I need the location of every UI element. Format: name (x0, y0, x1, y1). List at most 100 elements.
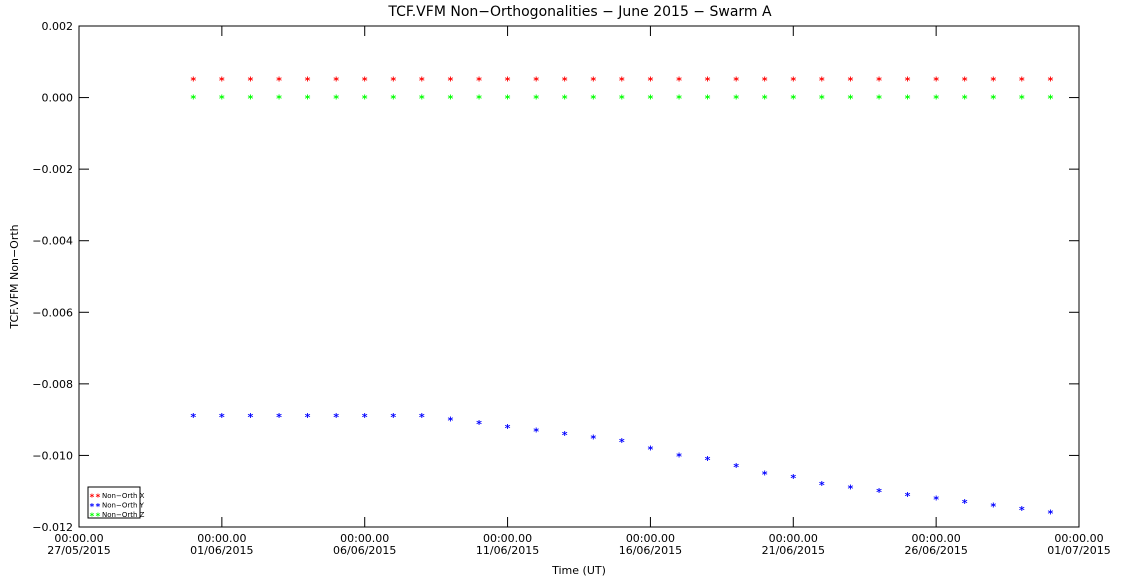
series-3-point: * (419, 93, 426, 106)
legend-marker: * (95, 493, 100, 503)
x-axis: 00:00.0027/05/201500:00.0001/06/201500:0… (47, 26, 1111, 557)
series-3-point: * (504, 93, 511, 106)
x-tick-time-label: 00:00.00 (912, 532, 961, 545)
series-3-point: * (647, 93, 654, 106)
legend-marker: * (89, 493, 94, 503)
series-1-point: * (1047, 75, 1054, 88)
series-1-point: * (390, 75, 397, 88)
series-3-point: * (876, 93, 883, 106)
series-1-point: * (276, 75, 283, 88)
series-1-point: * (590, 75, 597, 88)
series-3-point: * (904, 93, 911, 106)
series-2-point: * (276, 411, 283, 424)
series-3-point: * (533, 93, 540, 106)
chart-title: TCF.VFM Non−Orthogonalities − June 2015 … (387, 4, 772, 20)
series-1-point: * (219, 75, 226, 88)
y-axis-label: TCF.VFM Non−Orth (8, 224, 21, 329)
series-1-point: * (304, 75, 311, 88)
series-2-point: * (733, 461, 740, 474)
series-2-point: * (247, 411, 254, 424)
series-1-point: * (504, 75, 511, 88)
series-2-point: * (561, 429, 568, 442)
series-1-point: * (1019, 75, 1026, 88)
series-1-point: * (933, 75, 940, 88)
series-3-point: * (247, 93, 254, 106)
series-2-point: * (647, 443, 654, 456)
series-3-point: * (361, 93, 368, 106)
series-1-point: * (790, 75, 797, 88)
plot-frame (78, 25, 1080, 528)
series-2-point: * (1019, 504, 1026, 517)
series-3-point: * (190, 93, 197, 106)
series-2-point: * (333, 411, 340, 424)
series-1-point: * (847, 75, 854, 88)
x-tick-date-label: 06/06/2015 (333, 544, 396, 557)
x-tick-time-label: 00:00.00 (54, 532, 103, 545)
series-1-point: * (190, 75, 197, 88)
series-3-point: * (619, 93, 626, 106)
x-tick-date-label: 11/06/2015 (476, 544, 539, 557)
legend-label: Non−Orth Z (102, 511, 145, 519)
y-tick-label: 0.000 (42, 92, 74, 105)
y-tick-label: −0.002 (32, 163, 73, 176)
x-tick-date-label: 01/07/2015 (1047, 544, 1110, 557)
series-2-point: * (533, 425, 540, 438)
y-tick-label: −0.012 (32, 521, 73, 534)
legend: * * Non−Orth X* * Non−Orth Y* * Non−Orth Z (87, 486, 145, 522)
series-3-point: * (476, 93, 483, 106)
series-2-point: * (1047, 508, 1054, 521)
x-tick-date-label: 21/06/2015 (762, 544, 825, 557)
series-2-point: * (219, 411, 226, 424)
series-3-point: * (219, 93, 226, 106)
series-3-point: * (790, 93, 797, 106)
series-1-point: * (676, 75, 683, 88)
x-tick-time-label: 00:00.00 (626, 532, 675, 545)
legend-marker: * (95, 512, 100, 522)
series-1-point: * (447, 75, 454, 88)
series-1-point: * (704, 75, 711, 88)
series-1-point: * (904, 75, 911, 88)
series-3-point: * (990, 93, 997, 106)
x-tick-time-label: 00:00.00 (769, 532, 818, 545)
series-1-point: * (647, 75, 654, 88)
series-1-point: * (533, 75, 540, 88)
series-1-point: * (476, 75, 483, 88)
series-3-point: * (961, 93, 968, 106)
series-1-point: * (876, 75, 883, 88)
series-3-point: * (761, 93, 768, 106)
series-1-point: * (961, 75, 968, 88)
series-2-point: * (361, 411, 368, 424)
legend-marker: * (95, 503, 100, 513)
y-axis: 0.002 0.000 −0.002 −0.004 −0.006 −0.008 −0.010… (32, 20, 1079, 534)
x-tick-date-label: 01/06/2015 (190, 544, 253, 557)
y-tick-label: −0.006 (32, 306, 73, 319)
series-2-point: * (476, 418, 483, 431)
x-tick-time-label: 00:00.00 (483, 532, 532, 545)
x-tick-time-label: 00:00.00 (340, 532, 389, 545)
series-2-point: * (590, 433, 597, 446)
series-1-point: * (561, 75, 568, 88)
y-tick-label: −0.010 (32, 449, 73, 462)
legend-marker: * (89, 503, 94, 513)
series-3-point: * (561, 93, 568, 106)
series-1-point: * (819, 75, 826, 88)
series-3-point: * (1019, 93, 1026, 106)
series-3-point: * (819, 93, 826, 106)
series-1-point: * (761, 75, 768, 88)
series-3-point: * (304, 93, 311, 106)
x-tick-date-label: 26/06/2015 (904, 544, 967, 557)
series-3-point: * (276, 93, 283, 106)
series-2-point: * (819, 479, 826, 492)
series-1-point: * (419, 75, 426, 88)
series-2-point: * (961, 497, 968, 510)
series-2-point: * (304, 411, 311, 424)
series-1-point: * (733, 75, 740, 88)
series-3-point: * (590, 93, 597, 106)
series-3-point: * (733, 93, 740, 106)
x-tick-time-label: 00:00.00 (1054, 532, 1103, 545)
series-3-point: * (1047, 93, 1054, 106)
legend-box (87, 486, 141, 519)
series-3-point: * (676, 93, 683, 106)
series-2-point: * (847, 483, 854, 496)
